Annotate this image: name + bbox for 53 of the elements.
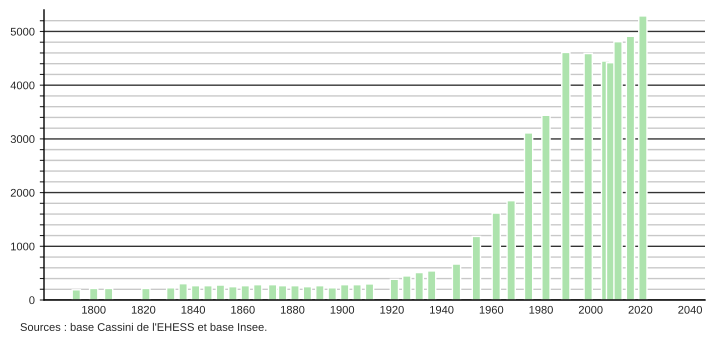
x-tick-label: 1880 [280,306,304,314]
bar [315,285,325,300]
bar [491,212,502,300]
bar [178,282,188,300]
x-tick-label: 1940 [430,306,454,314]
bar [390,278,400,300]
bar [561,52,571,300]
bar [88,288,98,300]
x-tick-label: 2020 [628,306,652,314]
bar [524,132,534,300]
bar [327,287,338,300]
source-note: Sources : base Cassini de l'EHESS et base Insee. [20,322,266,331]
y-tick-label: 5000 [10,28,35,36]
x-tick-label: 1800 [82,306,106,314]
bar [541,114,551,300]
bar [364,283,374,300]
bar [72,289,82,300]
y-tick-label: 4000 [10,81,35,90]
y-tick-label: 2000 [10,188,35,197]
bar [252,284,262,300]
bar [190,285,200,300]
bar [228,286,238,300]
bar [340,284,350,300]
bar [583,52,593,300]
y-tick-label: 1000 [11,242,35,250]
x-tick-label: 1900 [330,306,354,314]
bar [166,287,176,300]
x-tick-label: 2000 [578,306,603,314]
x-tick-label: 1920 [380,306,404,314]
bar [141,288,151,300]
bar [638,15,648,300]
x-tick-label: 2040 [678,306,702,314]
bar [290,285,300,300]
bar [302,286,312,300]
bar [402,275,412,300]
x-tick-label: 1820 [132,306,156,314]
bar [104,288,114,300]
bar [216,284,226,300]
bar [426,270,436,300]
x-tick-label: 1840 [182,306,206,314]
bar [506,200,516,300]
x-tick-label: 1860 [231,306,255,314]
x-tick-label: 1960 [480,306,504,314]
y-tick-label: 3000 [10,135,35,144]
bar [240,285,250,300]
bar [414,272,424,300]
bar [452,263,462,300]
y-tick-label: 0 [29,296,35,304]
bar [352,284,362,300]
bar [203,285,213,300]
bar [472,236,482,300]
x-tick-label: 1980 [529,306,553,314]
bar [626,36,636,300]
